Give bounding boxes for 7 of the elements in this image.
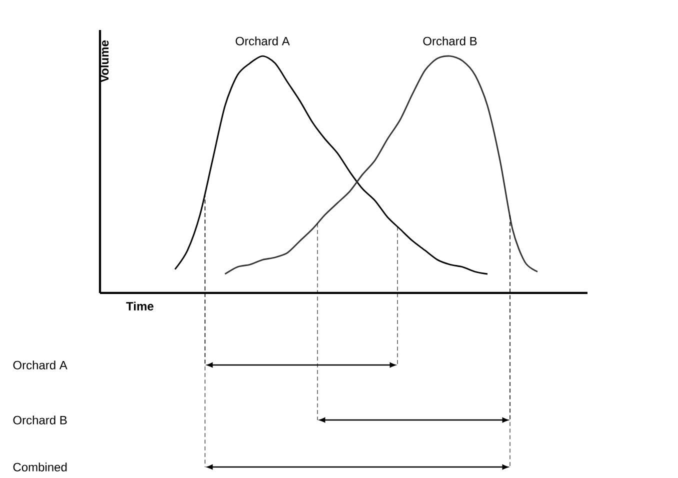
- series-label: Orchard B: [423, 36, 477, 46]
- y-axis-title: Volume: [100, 40, 109, 82]
- text: Orchard A: [13, 360, 68, 370]
- x-axis-title: Time: [126, 302, 154, 311]
- series-label: Orchard A: [236, 36, 290, 46]
- text: Orchard B: [13, 416, 67, 424]
- text: Combined: [13, 462, 67, 472]
